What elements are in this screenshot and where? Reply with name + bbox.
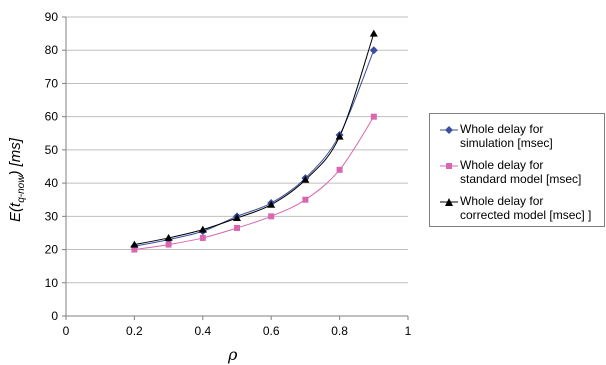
y-tick-label: 20 <box>45 243 59 257</box>
data-point-square <box>302 196 309 203</box>
data-point-diamond <box>369 46 378 55</box>
x-tick-label: 0.8 <box>331 324 348 338</box>
data-point-square <box>131 246 138 253</box>
data-point-triangle <box>267 200 276 208</box>
y-tick-label: 10 <box>45 276 59 290</box>
data-point-square <box>370 113 377 120</box>
legend-marker-diamond <box>440 126 458 134</box>
x-tick-label: 0 <box>63 324 70 338</box>
data-point-triangle <box>164 233 173 241</box>
y-tick-label: 40 <box>45 176 59 190</box>
y-tick-label: 50 <box>45 143 59 157</box>
x-tick-label: 0.6 <box>263 324 280 338</box>
series-lines <box>134 33 375 251</box>
y-tick-label: 30 <box>45 209 59 223</box>
y-tick-label: 80 <box>45 43 59 57</box>
y-axis-label-sub: q-now <box>16 175 27 203</box>
gridlines <box>66 16 408 284</box>
legend-marker-square <box>440 163 458 169</box>
y-tick-labels: 0 10 20 30 40 50 60 70 80 90 <box>45 10 59 323</box>
data-point-triangle <box>130 240 139 248</box>
data-point-triangle <box>233 213 241 221</box>
legend-label-line2: simulation [msec] <box>460 136 553 150</box>
legend-label-line1: Whole delay for <box>460 122 544 136</box>
data-point-triangle <box>198 225 207 233</box>
y-tick-label: 0 <box>51 309 58 323</box>
y-axis-label-main: E(t <box>7 202 24 222</box>
axes <box>62 16 409 320</box>
y-tick-label: 60 <box>45 110 59 124</box>
legend-label-line1: Whole delay for <box>460 194 544 208</box>
svg-text:E(tq-now) [ms]: E(tq-now) [ms] <box>7 137 27 222</box>
legend-marker-triangle <box>440 198 458 206</box>
data-point-triangle <box>369 29 378 37</box>
x-tick-label: 1 <box>405 324 412 338</box>
legend-label-line2: standard model [msec] <box>460 172 582 186</box>
data-point-square <box>199 234 206 241</box>
data-point-square <box>268 213 275 220</box>
legend: Whole delay for simulation [msec] Whole … <box>429 113 605 227</box>
y-axis-label: E(tq-now) [ms] <box>6 137 27 222</box>
y-tick-label: 90 <box>45 10 59 24</box>
y-tick-label: 70 <box>45 76 59 90</box>
data-point-square <box>336 166 343 173</box>
data-point-square <box>234 224 240 231</box>
y-axis-label-unit: ) [ms] <box>7 137 24 177</box>
legend-label-line2: corrected model [msec] ] <box>460 208 592 222</box>
legend-label-line1: Whole delay for <box>460 158 544 172</box>
series-markers <box>130 29 378 253</box>
x-tick-label: 0.2 <box>126 324 143 338</box>
x-axis-label: ρ <box>228 345 238 364</box>
data-point-square <box>165 241 172 248</box>
x-tick-label: 0.4 <box>194 324 211 338</box>
x-tick-labels: 0 0.2 0.4 0.6 0.8 1 <box>63 324 412 338</box>
data-point-triangle <box>335 132 344 140</box>
data-point-triangle <box>301 175 310 183</box>
